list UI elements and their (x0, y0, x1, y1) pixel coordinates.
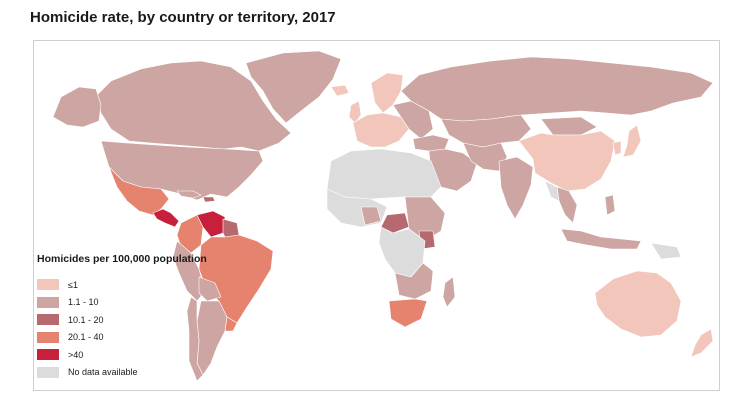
guianas (222, 218, 240, 238)
papua (650, 242, 682, 260)
legend-swatch (37, 279, 59, 291)
legend-label: 10.1 - 20 (68, 314, 104, 325)
mongolia (540, 116, 598, 136)
legend-title: Homicides per 100,000 population (37, 253, 207, 265)
legend-item: No data available (37, 364, 207, 382)
map-title: Homicide rate, by country or territory, … (30, 9, 336, 26)
south-africa (388, 298, 428, 328)
japan (622, 124, 642, 158)
greenland (245, 50, 342, 124)
north-africa (326, 148, 442, 200)
myanmar (544, 180, 560, 202)
australia (594, 270, 682, 338)
legend-item: >40 (37, 346, 207, 364)
world-map-svg (52, 50, 714, 382)
scandinavia (370, 72, 404, 114)
chile (186, 296, 204, 382)
legend-swatch (37, 331, 59, 343)
new-zealand (690, 328, 714, 358)
uruguay (224, 316, 238, 332)
hispaniola (202, 196, 216, 203)
map-legend: Homicides per 100,000 population ≤1 1.1 … (37, 254, 207, 381)
legend-swatch (37, 366, 59, 378)
legend-item: 1.1 - 10 (37, 294, 207, 312)
alaska (52, 86, 102, 128)
legend-item: 20.1 - 40 (37, 329, 207, 347)
canada (95, 60, 292, 152)
iceland (330, 84, 350, 97)
legend-item: ≤1 (37, 276, 207, 294)
cuba (176, 190, 202, 199)
bolivia (198, 276, 222, 302)
central-america (152, 208, 180, 228)
central-african-republic (380, 212, 410, 234)
united-kingdom (348, 100, 362, 124)
western-europe (352, 112, 410, 148)
southern-central-africa (394, 262, 434, 300)
madagascar (442, 276, 456, 308)
india (498, 156, 534, 220)
legend-swatch (37, 296, 59, 308)
turkey (412, 134, 450, 152)
southeast-asia (556, 186, 578, 224)
legend-label: ≤1 (68, 279, 78, 290)
world-map (33, 40, 720, 391)
korea (612, 140, 622, 156)
legend-item: 10.1 - 20 (37, 311, 207, 329)
indonesia (560, 228, 642, 250)
legend-swatch (37, 349, 59, 361)
legend-swatch (37, 314, 59, 326)
legend-label: >40 (68, 349, 84, 360)
nigeria (360, 206, 382, 226)
china (518, 130, 616, 192)
legend-label: 1.1 - 10 (68, 297, 99, 308)
legend-label: 20.1 - 40 (68, 332, 104, 343)
legend-label: No data available (68, 367, 138, 378)
philippines (604, 194, 616, 216)
mexico (108, 166, 170, 216)
russia (400, 56, 714, 122)
